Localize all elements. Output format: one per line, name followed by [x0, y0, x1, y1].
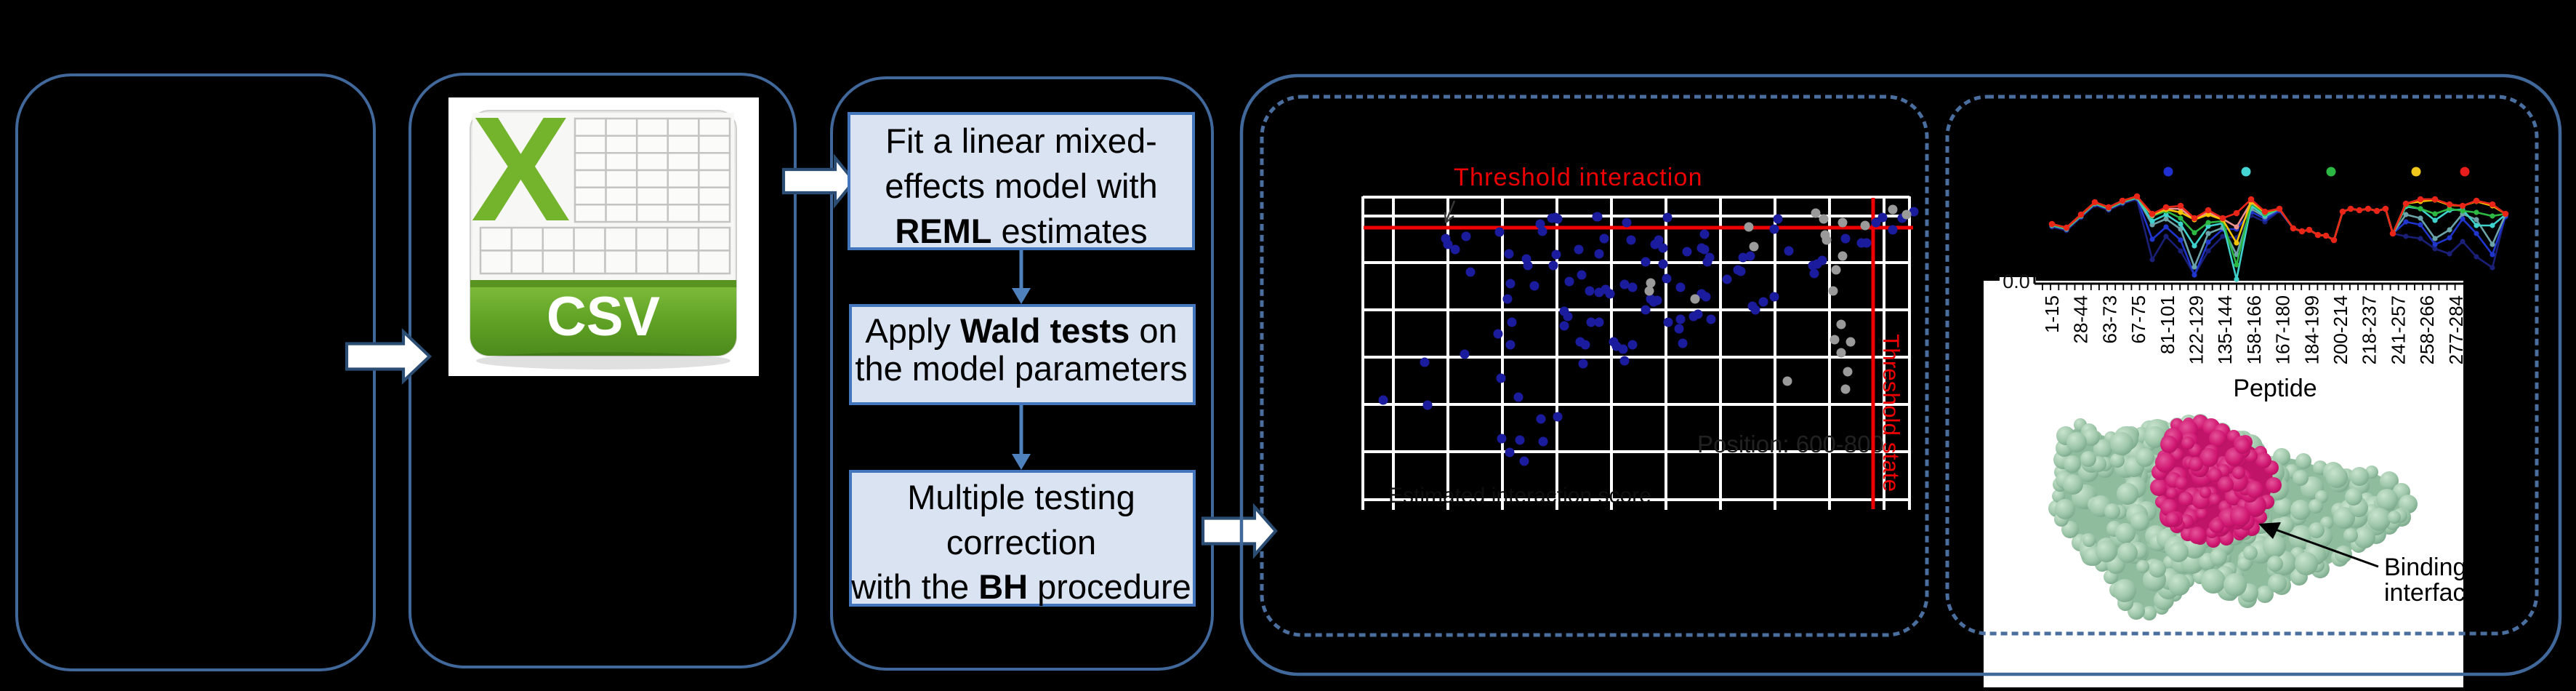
svg-text:REML estimates: REML estimates — [895, 212, 1147, 250]
svg-text:Fit a linear mixed-: Fit a linear mixed- — [885, 121, 1157, 160]
svg-text:184-199: 184-199 — [2301, 295, 2322, 364]
svg-text:Threshold state: Threshold state — [1878, 334, 1904, 492]
svg-text:CSV: CSV — [547, 286, 661, 348]
svg-text:158-166: 158-166 — [2243, 295, 2265, 364]
svg-text:277-284: 277-284 — [2445, 295, 2467, 364]
svg-text:effects model with: effects model with — [885, 167, 1157, 205]
svg-text:1-15: 1-15 — [2041, 295, 2063, 333]
svg-text:Apply Wald tests on: Apply Wald tests on — [865, 311, 1177, 350]
svg-text:Binding: Binding — [2384, 554, 2466, 581]
svg-text:interface: interface — [2384, 579, 2479, 607]
svg-text:241-257: 241-257 — [2387, 295, 2409, 364]
svg-text:with the BH procedure: with the BH procedure — [850, 567, 1191, 606]
svg-text:258-266: 258-266 — [2416, 295, 2438, 364]
svg-text:81-101: 81-101 — [2157, 295, 2178, 354]
svg-text:200-214: 200-214 — [2330, 295, 2351, 364]
svg-text:135-144: 135-144 — [2214, 295, 2236, 364]
svg-text:28-44: 28-44 — [2070, 295, 2092, 344]
svg-text:167-180: 167-180 — [2272, 295, 2294, 364]
svg-text:correction: correction — [946, 523, 1096, 562]
svg-text:Threshold interaction: Threshold interaction — [1454, 164, 1703, 191]
svg-text:the model parameters: the model parameters — [855, 349, 1187, 388]
svg-text:Multiple testing: Multiple testing — [907, 478, 1135, 516]
svg-text:122-129: 122-129 — [2186, 295, 2207, 364]
svg-text:0.0: 0.0 — [2003, 271, 2030, 292]
svg-text:218-237: 218-237 — [2359, 295, 2380, 364]
svg-text:67-75: 67-75 — [2128, 295, 2149, 344]
svg-text:Position: 600-800: Position: 600-800 — [1697, 431, 1884, 458]
svg-text:Estimated interaction score: Estimated interaction score — [1388, 484, 1651, 508]
svg-text:Peptide: Peptide — [2233, 375, 2317, 402]
svg-text:63-73: 63-73 — [2098, 295, 2120, 344]
svg-text:X: X — [471, 86, 571, 252]
